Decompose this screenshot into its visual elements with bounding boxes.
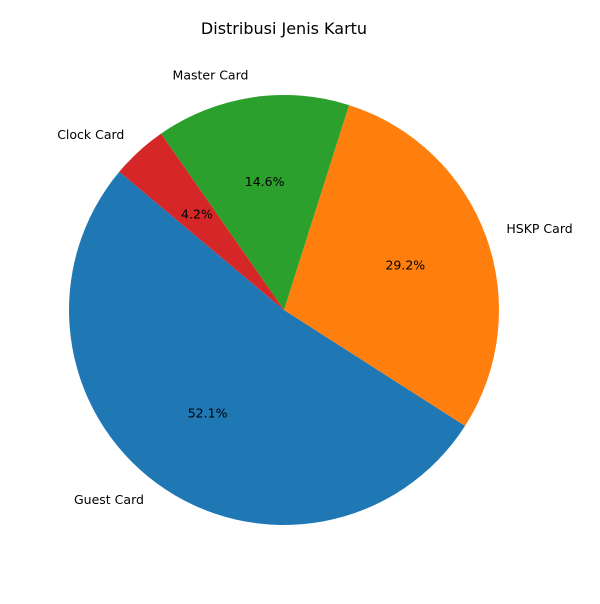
pie-labels: Guest Card 52.1% HSKP Card 29.2% Master Card… — [57, 68, 573, 507]
slice-percent-master-card: 14.6% — [245, 174, 285, 189]
slice-label-clock-card: Clock Card — [57, 127, 124, 142]
slice-percent-guest-card: 52.1% — [188, 405, 228, 420]
slice-label-master-card: Master Card — [173, 68, 249, 83]
pie-slice-hskp-card — [284, 105, 499, 426]
slice-percent-hskp-card: 29.2% — [385, 258, 425, 273]
pie-slice-guest-card — [68, 171, 466, 526]
slice-percent-clock-card: 4.2% — [181, 206, 213, 221]
slice-label-guest-card: Guest Card — [74, 492, 144, 507]
pie-slice-master-card — [161, 94, 350, 310]
pie-slices — [68, 94, 499, 526]
pie-slice-clock-card — [119, 133, 284, 310]
slice-label-hskp-card: HSKP Card — [506, 221, 572, 236]
chart-title: Distribusi Jenis Kartu — [201, 19, 367, 38]
